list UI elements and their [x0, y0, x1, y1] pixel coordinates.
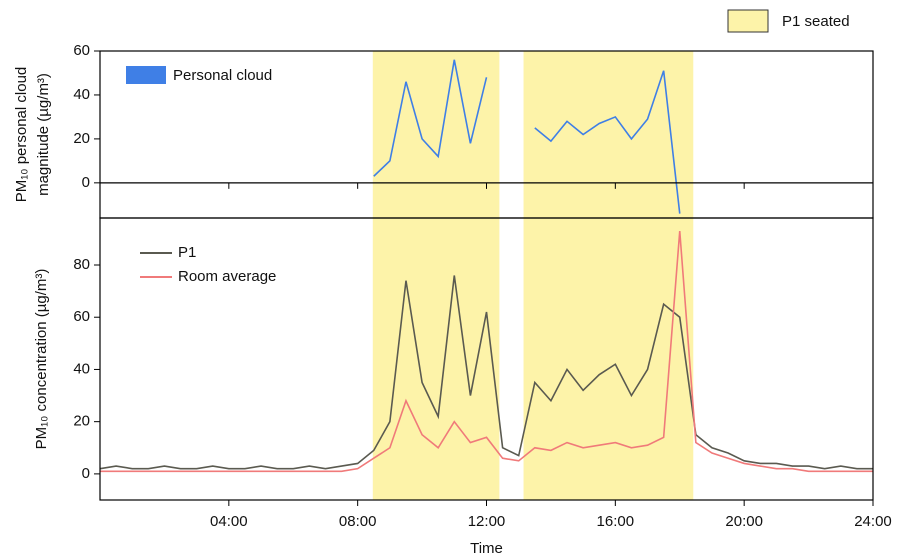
x-tick-label: 16:00 [597, 513, 635, 530]
shaded-period [523, 218, 694, 500]
y-tick-label: 60 [73, 42, 90, 59]
series-line [99, 275, 873, 470]
legend-swatch [126, 66, 166, 84]
x-tick-label: 24:00 [854, 513, 892, 530]
x-tick-label: 20:00 [725, 513, 763, 530]
x-axis-label: Time [470, 540, 503, 557]
y-tick-label: 20 [73, 413, 90, 430]
shaded-period [372, 218, 500, 500]
y-tick-label: 40 [73, 360, 90, 377]
series-line [373, 59, 488, 177]
y-tick-label: 40 [73, 86, 90, 103]
legend-label: P1 seated [782, 13, 850, 30]
shaded-period [372, 51, 500, 218]
x-tick-label: 08:00 [339, 513, 377, 530]
legend-swatch [727, 9, 769, 33]
legend-label: Room average [178, 268, 276, 285]
x-tick-label: 04:00 [210, 513, 248, 530]
y-tick-label: 0 [82, 465, 90, 482]
series-line [534, 70, 681, 214]
y-tick-label: 80 [73, 256, 90, 273]
y-axis-label: magnitude (µg/m³) [35, 73, 52, 196]
y-tick-label: 60 [73, 308, 90, 325]
legend-label: Personal cloud [173, 67, 272, 84]
y-tick-label: 20 [73, 130, 90, 147]
shaded-period [523, 51, 694, 218]
legend-label: P1 [178, 244, 196, 261]
x-tick-label: 12:00 [468, 513, 506, 530]
y-axis-label: PM₁₀ concentration (µg/m³) [33, 269, 50, 450]
y-tick-label: 0 [82, 174, 90, 191]
y-axis-label: PM₁₀ personal cloud [13, 67, 30, 203]
series-line [100, 230, 873, 473]
